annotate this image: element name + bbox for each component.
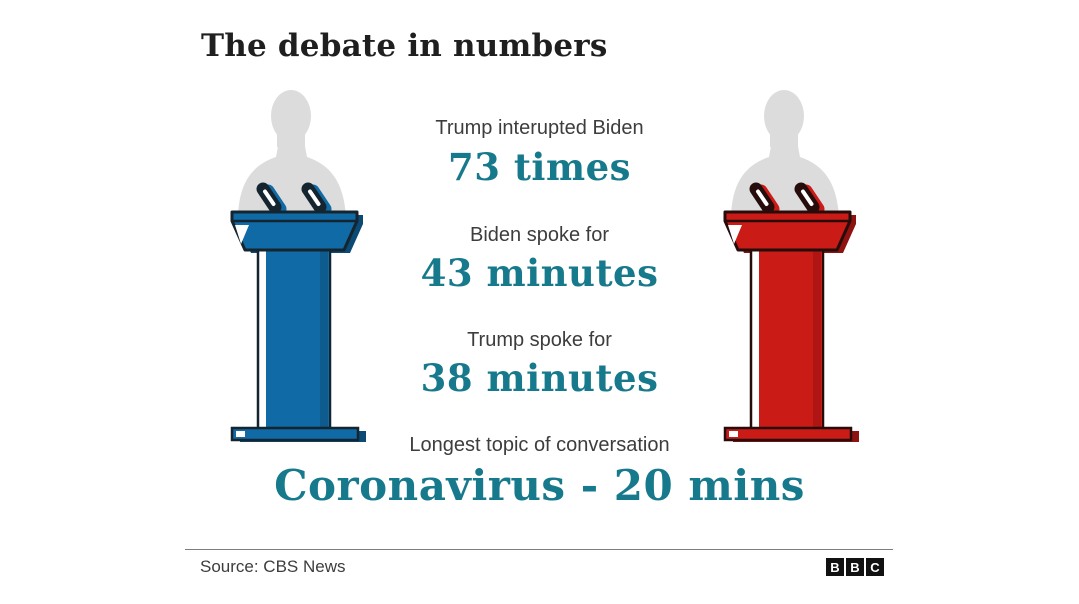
stat-label-interruptions: Trump interupted Biden	[435, 117, 644, 139]
bbc-logo: B B C	[826, 558, 884, 576]
stat-value-biden-time: 43 minutes	[420, 251, 659, 295]
stat-value-interruptions: 73 times	[447, 145, 632, 189]
bbc-logo-block: B	[826, 558, 844, 576]
footer-divider	[185, 549, 893, 550]
stat-label-longest-topic: Longest topic of conversation	[409, 434, 670, 456]
stat-value-trump-time: 38 minutes	[420, 356, 659, 400]
page-title: The debate in numbers	[201, 28, 608, 64]
stat-value-longest-topic: Coronavirus - 20 mins	[274, 461, 805, 510]
stat-label-trump-time: Trump spoke for	[467, 329, 612, 351]
bbc-logo-block: B	[846, 558, 864, 576]
stat-label-biden-time: Biden spoke for	[470, 224, 609, 246]
source-credit: Source: CBS News	[200, 557, 346, 576]
bbc-logo-block: C	[866, 558, 884, 576]
